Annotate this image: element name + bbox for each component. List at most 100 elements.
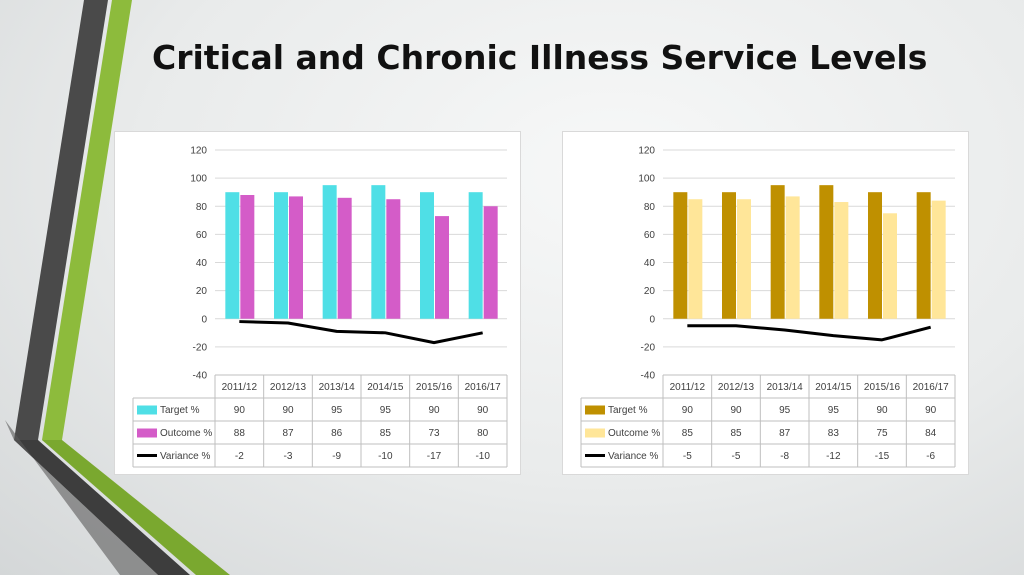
chart-left-variance-line — [239, 320, 483, 345]
chart-right-data-label: 90 — [876, 405, 888, 416]
chart-left-data-label: 90 — [428, 405, 440, 416]
chart-right-legend-swatch — [585, 428, 605, 438]
chart-right-variance-line — [687, 324, 932, 342]
chart-left-bar-target — [468, 192, 483, 319]
chart-left-data-label: 90 — [234, 405, 246, 416]
chart-right-data-label: 90 — [730, 405, 742, 416]
chart-left-category-label: 2012/13 — [270, 382, 307, 393]
chart-left-legend-swatch — [137, 405, 157, 415]
chart-right-data-label: 95 — [828, 405, 840, 416]
chart-left-data-label: 86 — [331, 428, 343, 439]
chart-left-data-label: 95 — [331, 405, 343, 416]
chart-right-bar-target — [916, 192, 931, 319]
chart-left-legend-swatch — [137, 428, 157, 438]
chart-left-bar-outcome — [240, 195, 255, 319]
chart-left-data-label: -10 — [475, 451, 490, 462]
chart-left-bar-target — [420, 192, 434, 319]
chart-right-data-label: 85 — [682, 428, 694, 439]
chart-right-data-label: 87 — [779, 428, 791, 439]
chart-left-y-tick-label: 60 — [196, 230, 208, 241]
chart-panel-right: 120 100 80 60 40 20 0 -20 -40 2011/12 2012/13 2013/… — [562, 131, 969, 475]
chart-left-data-label: 80 — [477, 428, 489, 439]
chart-left-y-tick-label: 100 — [190, 174, 207, 185]
chart-left-y-tick-label: 20 — [196, 286, 208, 297]
chart-right-category-label: 2014/15 — [815, 382, 852, 393]
chart-left-y-tick-label: 120 — [190, 146, 207, 157]
chart-left-bar-outcome — [289, 196, 303, 319]
chart-right-data-label: -15 — [875, 451, 890, 462]
chart-left-data-label: 95 — [380, 405, 392, 416]
chart-right-series-name: Variance % — [608, 451, 659, 462]
chart-right-category-label: 2013/14 — [767, 382, 804, 393]
chart-left-category-label: 2013/14 — [319, 382, 356, 393]
chart-right-category-label: 2011/12 — [670, 382, 706, 393]
chart-left-bar-outcome — [386, 199, 401, 319]
slide-title: Critical and Chronic Illness Service Lev… — [152, 38, 928, 77]
chart-right-y-tick-label: 40 — [644, 258, 656, 269]
chart-left-category-label: 2011/12 — [222, 382, 258, 393]
chart-left-bar-target — [274, 192, 288, 319]
chart-right-category-label: 2016/17 — [913, 382, 950, 393]
chart-left-series-name: Outcome % — [160, 428, 212, 439]
chart-left-y-tick-label: -40 — [193, 371, 208, 382]
chart-panel-left: 120 100 80 60 40 20 0 -20 -40 2011/12 2012/13 2013/… — [114, 131, 521, 475]
chart-right-bar-outcome — [834, 202, 849, 319]
chart-right-bar-target — [722, 192, 736, 319]
chart-right-data-label: 75 — [876, 428, 888, 439]
chart-left-y-tick-label: 40 — [196, 258, 208, 269]
chart-right-data-label: 84 — [925, 428, 937, 439]
chart-right-bar-outcome — [883, 213, 897, 319]
chart-right-data-label: -12 — [826, 451, 841, 462]
chart-left-data-label: 87 — [282, 428, 294, 439]
chart-right-data-label: -6 — [926, 451, 935, 462]
chart-right-y-tick-label: -40 — [641, 371, 656, 382]
chart-right-data-label: -8 — [780, 451, 789, 462]
chart-left: 120 100 80 60 40 20 0 -20 -40 2011/12 2012/13 2013/… — [132, 146, 508, 468]
chart-right-data-label: -5 — [683, 451, 692, 462]
chart-left-data-label: 90 — [477, 405, 489, 416]
chart-left-bar-outcome — [483, 206, 498, 319]
chart-right-y-tick-label: 80 — [644, 202, 656, 213]
chart-right-data-label: 90 — [925, 405, 937, 416]
chart-right-data-label: 83 — [828, 428, 840, 439]
chart-right-y-tick-label: 120 — [638, 146, 655, 157]
chart-right-bar-outcome — [737, 199, 751, 319]
chart-left-data-label: 85 — [380, 428, 392, 439]
chart-right-y-tick-label: 20 — [644, 286, 656, 297]
chart-left-bar-target — [322, 185, 337, 319]
chart-right-y-tick-label: 100 — [638, 174, 655, 185]
chart-right-category-label: 2012/13 — [718, 382, 755, 393]
chart-left-data-label: 88 — [234, 428, 246, 439]
chart-right-series-name: Target % — [608, 405, 648, 416]
chart-right-bar-outcome — [785, 196, 800, 319]
chart-right-bar-target — [819, 185, 834, 319]
chart-left-bar-target — [371, 185, 386, 319]
chart-left-bar-target — [225, 192, 240, 319]
chart-left-y-tick-label: 0 — [201, 314, 207, 325]
chart-left-data-label: 90 — [282, 405, 294, 416]
chart-right-bar-outcome — [688, 199, 703, 319]
chart-right-series-name: Outcome % — [608, 428, 660, 439]
chart-right-bar-target — [868, 192, 882, 319]
chart-left-data-label: -10 — [378, 451, 393, 462]
chart-left-category-label: 2016/17 — [465, 382, 502, 393]
chart-right-bar-target — [770, 185, 785, 319]
chart-right-y-tick-label: 60 — [644, 230, 656, 241]
chart-left-data-label: 73 — [428, 428, 440, 439]
chart-right-y-tick-label: -20 — [641, 342, 656, 353]
chart-left-data-label: -3 — [284, 451, 293, 462]
chart-right-data-label: -5 — [732, 451, 741, 462]
chart-left-category-label: 2014/15 — [367, 382, 404, 393]
chart-right-legend-swatch — [585, 405, 605, 415]
chart-right-data-label: 90 — [682, 405, 694, 416]
chart-right-bar-outcome — [931, 200, 946, 319]
chart-right-data-label: 95 — [779, 405, 791, 416]
chart-left-series-name: Variance % — [160, 451, 211, 462]
chart-left-y-tick-label: 80 — [196, 202, 208, 213]
chart-left-series-name: Target % — [160, 405, 200, 416]
chart-right: 120 100 80 60 40 20 0 -20 -40 2011/12 2012/13 2013/… — [580, 146, 956, 468]
chart-left-category-label: 2015/16 — [416, 382, 453, 393]
chart-left-y-tick-label: -20 — [193, 342, 208, 353]
chart-left-data-label: -9 — [332, 451, 341, 462]
